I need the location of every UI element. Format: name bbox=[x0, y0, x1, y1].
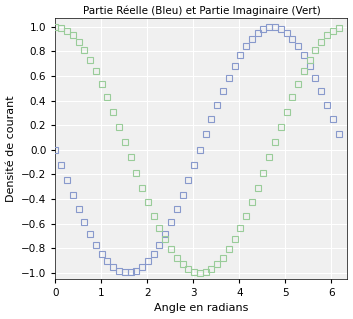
Y-axis label: Densité de courant: Densité de courant bbox=[6, 95, 16, 202]
Title: Partie Réelle (Bleu) et Partie Imaginaire (Vert): Partie Réelle (Bleu) et Partie Imaginair… bbox=[83, 5, 320, 16]
X-axis label: Angle en radians: Angle en radians bbox=[154, 303, 249, 314]
